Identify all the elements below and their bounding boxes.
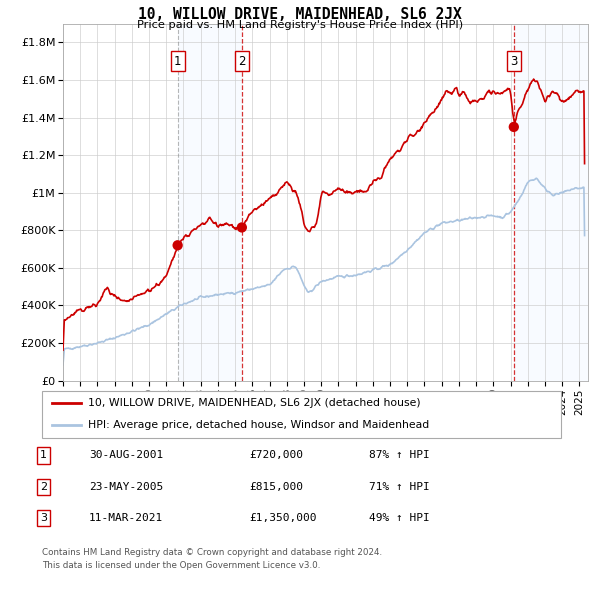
Text: £720,000: £720,000: [249, 451, 303, 460]
Text: 3: 3: [510, 55, 517, 68]
Bar: [514, 24, 588, 381]
Text: Price paid vs. HM Land Registry's House Price Index (HPI): Price paid vs. HM Land Registry's House …: [137, 20, 463, 30]
Text: 10, WILLOW DRIVE, MAIDENHEAD, SL6 2JX (detached house): 10, WILLOW DRIVE, MAIDENHEAD, SL6 2JX (d…: [88, 398, 420, 408]
Text: 2: 2: [238, 55, 245, 68]
Text: 11-MAR-2021: 11-MAR-2021: [89, 513, 163, 523]
Point: [173, 241, 182, 250]
Point: [237, 222, 247, 232]
Text: 87% ↑ HPI: 87% ↑ HPI: [369, 451, 430, 460]
Text: HPI: Average price, detached house, Windsor and Maidenhead: HPI: Average price, detached house, Wind…: [88, 420, 429, 430]
Text: 10, WILLOW DRIVE, MAIDENHEAD, SL6 2JX: 10, WILLOW DRIVE, MAIDENHEAD, SL6 2JX: [138, 7, 462, 22]
Text: £815,000: £815,000: [249, 482, 303, 491]
Point: [509, 122, 518, 132]
Text: 30-AUG-2001: 30-AUG-2001: [89, 451, 163, 460]
Text: 1: 1: [40, 451, 47, 460]
Text: 49% ↑ HPI: 49% ↑ HPI: [369, 513, 430, 523]
Text: 71% ↑ HPI: 71% ↑ HPI: [369, 482, 430, 491]
Text: 2: 2: [40, 482, 47, 491]
Text: 23-MAY-2005: 23-MAY-2005: [89, 482, 163, 491]
Text: This data is licensed under the Open Government Licence v3.0.: This data is licensed under the Open Gov…: [42, 560, 320, 569]
Text: 3: 3: [40, 513, 47, 523]
Text: 1: 1: [174, 55, 181, 68]
Text: Contains HM Land Registry data © Crown copyright and database right 2024.: Contains HM Land Registry data © Crown c…: [42, 548, 382, 556]
FancyBboxPatch shape: [42, 391, 561, 438]
Bar: [178, 24, 242, 381]
Text: £1,350,000: £1,350,000: [249, 513, 317, 523]
